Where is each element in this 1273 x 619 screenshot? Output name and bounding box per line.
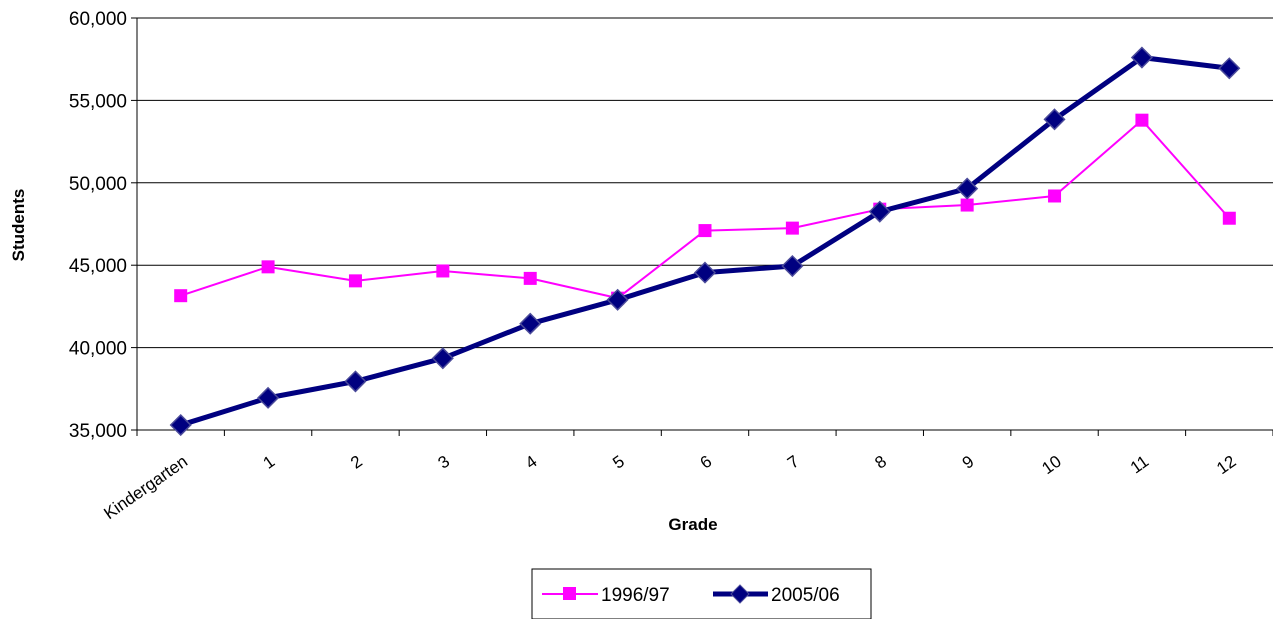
data-point-square (785, 221, 799, 235)
gridlines (137, 17, 1273, 349)
x-tick-label: 12 (1213, 452, 1239, 478)
data-point-square (698, 224, 712, 238)
series-1 (174, 113, 1236, 305)
data-point-diamond (519, 312, 542, 335)
y-tick-labels: 35,000 40,000 45,000 50,000 55,000 60,000 (69, 9, 127, 442)
data-point-diamond (1043, 108, 1066, 131)
legend-entry-2: 2005/06 (713, 584, 840, 606)
data-point-diamond (693, 261, 717, 284)
x-tick-label: 1 (260, 452, 279, 473)
data-point-square (261, 260, 275, 274)
legend-marker-square (563, 587, 576, 600)
data-point-diamond (344, 370, 367, 393)
axes (131, 17, 1273, 436)
x-tick-label: 3 (434, 452, 453, 473)
data-point-diamond (1218, 57, 1241, 80)
x-tick-label: 6 (697, 452, 716, 473)
data-point-square (523, 271, 537, 285)
y-axis-title: Students (9, 189, 28, 262)
data-point-square (436, 264, 450, 278)
y-tick-label: 60,000 (69, 9, 127, 30)
data-point-square (1222, 211, 1236, 225)
data-point-diamond (606, 288, 629, 311)
y-tick-label: 40,000 (69, 339, 127, 360)
data-point-square (1048, 189, 1062, 203)
data-point-diamond (431, 347, 454, 370)
data-point-diamond (1130, 46, 1153, 69)
y-tick-label: 35,000 (69, 421, 127, 442)
data-point-diamond (956, 177, 979, 200)
data-point-diamond (868, 200, 891, 223)
x-tick-label: 8 (871, 452, 890, 473)
x-tick-label: Kindergarten (100, 452, 191, 523)
x-tick-label: 10 (1038, 452, 1064, 478)
data-point-square (174, 289, 188, 303)
data-point-diamond (257, 386, 280, 409)
legend-marker-diamond (730, 584, 750, 604)
x-tick-label: 5 (609, 452, 628, 473)
series-2 (169, 46, 1241, 437)
series-line (179, 55, 1230, 428)
data-point-diamond (169, 413, 192, 437)
legend-entry-1: 1996/97 (542, 585, 670, 606)
data-point-square (960, 198, 974, 212)
legend-label-1: 1996/97 (601, 585, 670, 606)
data-point-diamond (781, 254, 804, 278)
y-tick-label: 45,000 (69, 256, 127, 277)
x-tick-label: 4 (522, 452, 541, 473)
legend-label-2: 2005/06 (771, 585, 840, 606)
series-group (169, 46, 1241, 437)
x-axis-title: Grade (668, 515, 717, 534)
x-tick-label: 7 (784, 452, 803, 473)
data-point-square (348, 274, 362, 288)
x-tick-label: 9 (959, 452, 978, 473)
x-tick-label: 11 (1127, 452, 1152, 478)
x-tick-labels: Kindergarten 1 2 3 4 5 6 7 8 9 10 11 12 (100, 452, 1239, 523)
legend: 1996/97 2005/06 (531, 568, 872, 619)
y-tick-label: 55,000 (69, 91, 127, 112)
y-tick-label: 50,000 (69, 174, 127, 195)
data-point-square (1135, 113, 1149, 127)
x-tick-label: 2 (347, 452, 366, 473)
